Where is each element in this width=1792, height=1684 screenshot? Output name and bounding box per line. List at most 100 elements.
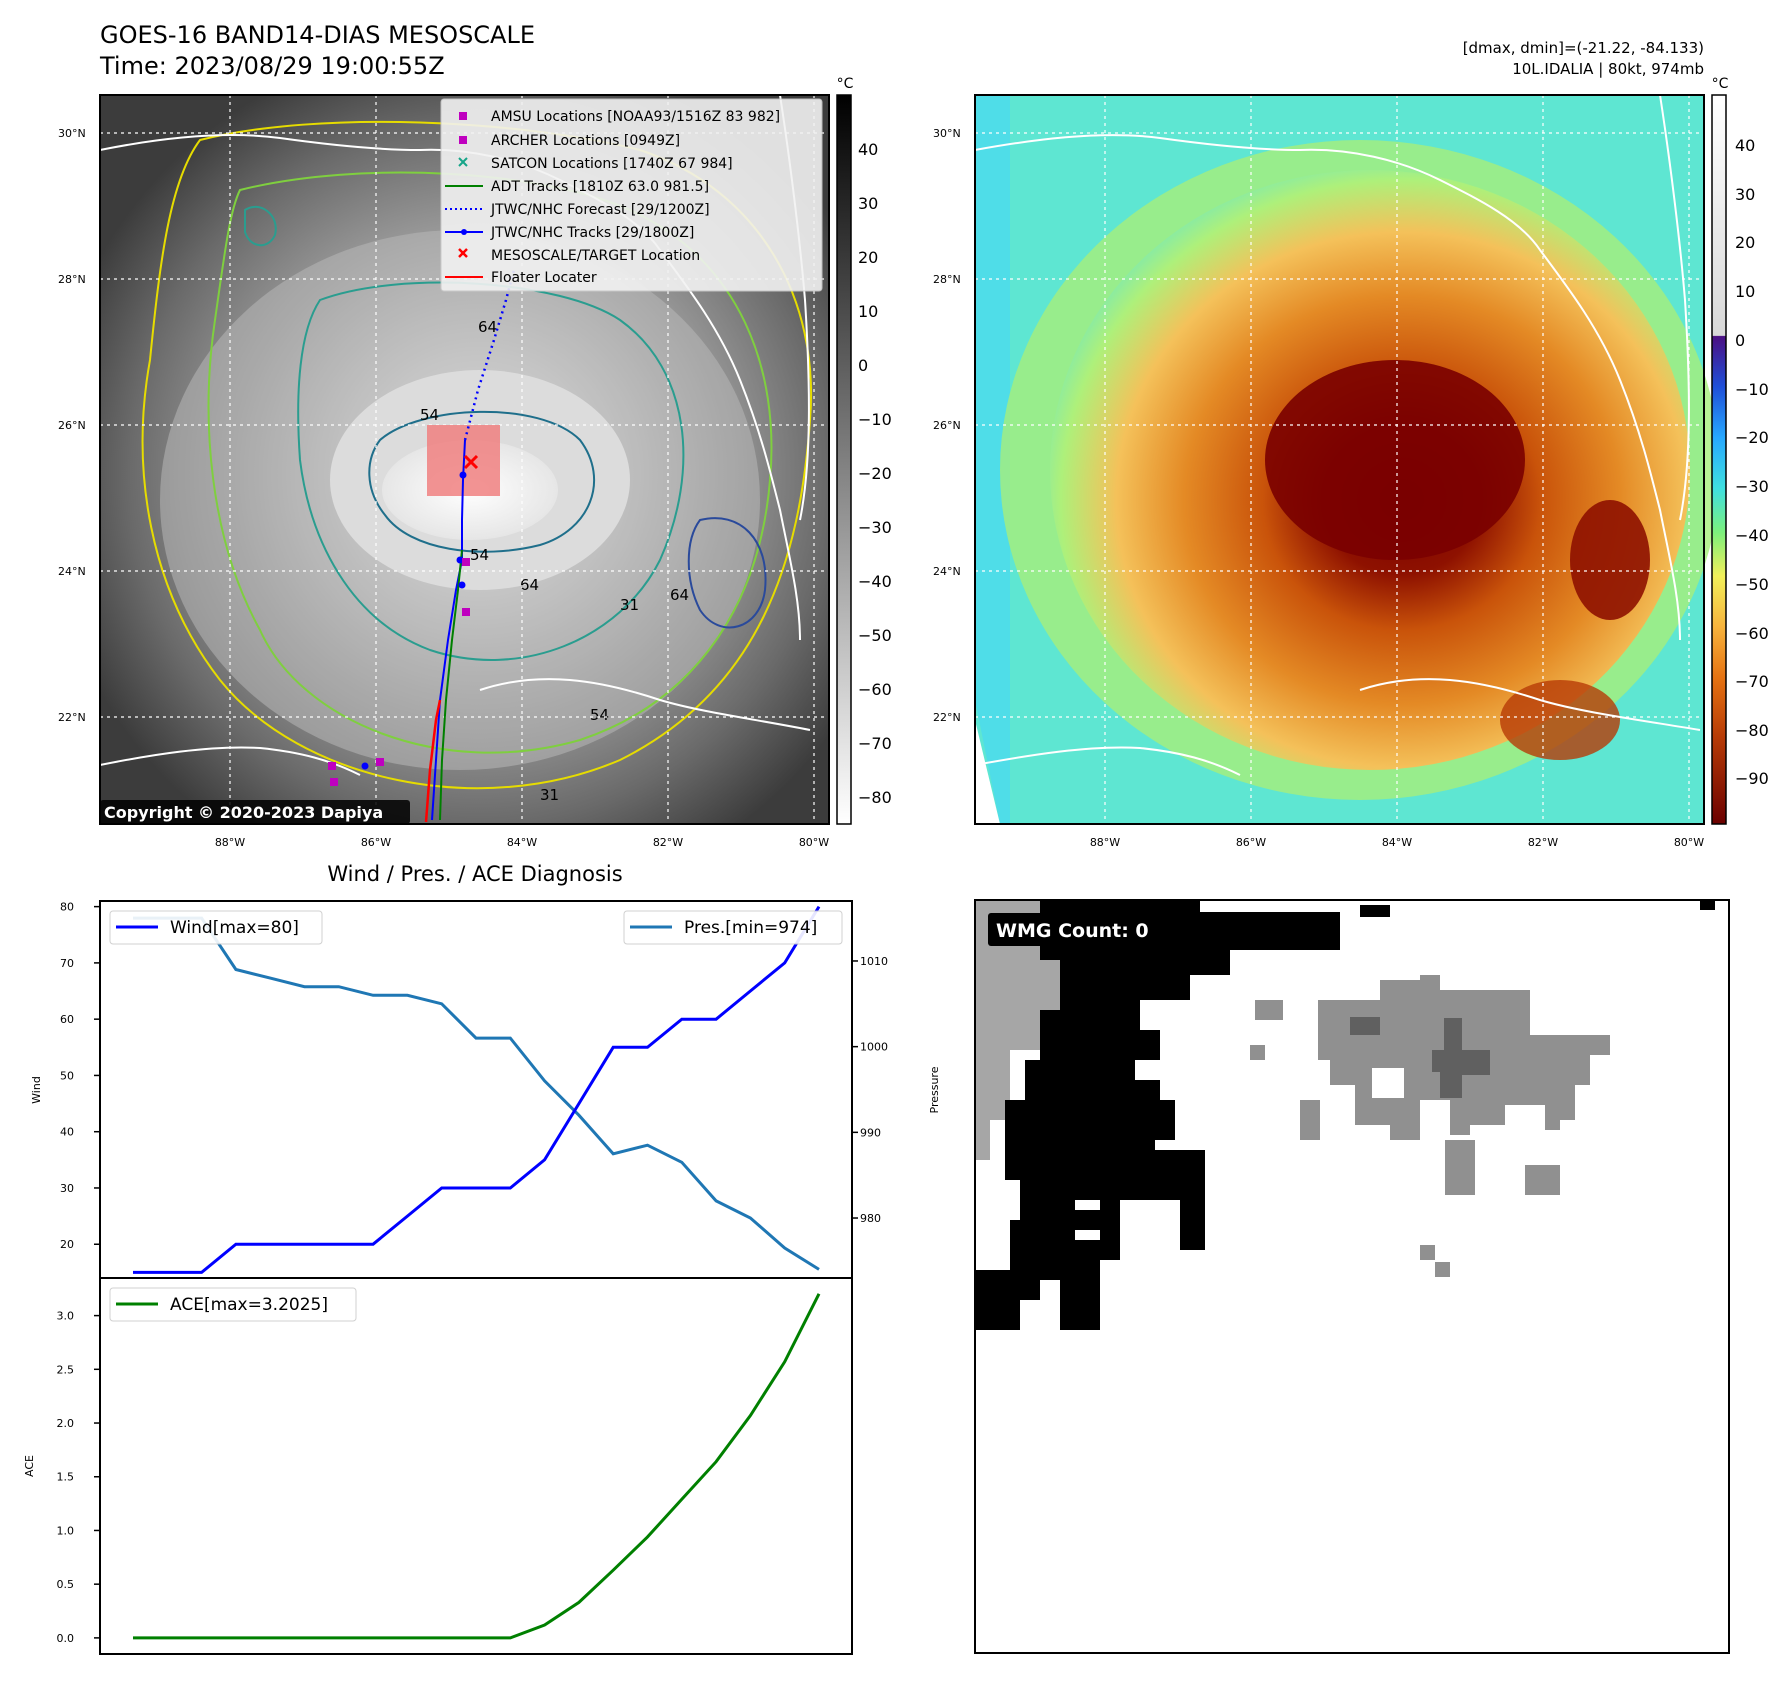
- color-east-cell: [1570, 500, 1650, 620]
- gray-tick: 0: [858, 356, 868, 375]
- target-x-marker: [463, 454, 479, 470]
- gray-tick: 20: [858, 248, 878, 267]
- coast-florida-east: [1659, 94, 1690, 521]
- wmg-frame: [974, 899, 1730, 1654]
- contour-blue: [368, 410, 596, 553]
- diagnosis-title: Wind / Pres. / ACE Diagnosis: [327, 862, 622, 886]
- ace-tick-label: 2.0: [57, 1417, 75, 1430]
- color-map-nodata: [975, 720, 1000, 824]
- color-south-band: [1500, 680, 1620, 760]
- coast-florida-gulf: [974, 134, 1681, 641]
- coast-cuba: [479, 678, 811, 731]
- lat-label: 24°N: [933, 565, 961, 578]
- contour-label: 64: [478, 318, 497, 336]
- color-lon-labels: 88°W 86°W 84°W 82°W 80°W: [1090, 836, 1704, 849]
- lon-label: 86°W: [1236, 836, 1266, 849]
- contour-label: 31: [620, 596, 639, 614]
- pressure-series-line: [133, 916, 820, 1271]
- lat-label: 26°N: [58, 419, 86, 432]
- legend-label: Floater Locater: [491, 270, 597, 286]
- pressure-y-ticks: 1010 1000 990 980: [852, 955, 888, 1225]
- ir-lon-labels: 88°W 86°W 84°W 82°W 80°W: [215, 836, 829, 849]
- wind-tick-label: 80: [60, 901, 74, 914]
- lon-label: 86°W: [361, 836, 391, 849]
- color-lat-labels: 30°N 28°N 26°N 24°N 22°N: [933, 127, 961, 724]
- wmg-panel: WMG Count: 0: [974, 899, 1730, 1654]
- pressure-legend-label: Pres.[min=974]: [684, 918, 817, 938]
- map-legend: AMSU Locations [NOAA93/1516Z 83 982] ARC…: [440, 98, 823, 292]
- wind-pressure-panel: Wind / Pres. / ACE Diagnosis Wind Pressu…: [30, 862, 941, 1279]
- ace-tick-label: 1.5: [57, 1471, 75, 1484]
- amsu-archer-points: [328, 558, 470, 786]
- color-coastlines: [974, 94, 1701, 776]
- lon-label: 84°W: [1382, 836, 1412, 849]
- contour-labels: 64 54 54 64 31 64 54 31: [420, 318, 689, 804]
- color-tick: 0: [1735, 331, 1745, 350]
- gray-tick: −40: [858, 572, 892, 591]
- pressure-axis-label: Pressure: [928, 1066, 941, 1113]
- pressure-tick-label: 1010: [860, 955, 888, 968]
- gray-colorbar: [836, 94, 852, 825]
- lon-label: 82°W: [653, 836, 683, 849]
- lat-label: 28°N: [933, 273, 961, 286]
- lat-label: 28°N: [58, 273, 86, 286]
- lat-label: 30°N: [933, 127, 961, 140]
- color-tick: −40: [1735, 526, 1769, 545]
- lon-label: 82°W: [1528, 836, 1558, 849]
- wind-series-line: [133, 905, 821, 1274]
- color-map-frame: [974, 94, 1705, 825]
- wind-legend: Wind[max=80]: [109, 910, 323, 945]
- ir-lat-labels: 30°N 28°N 26°N 24°N 22°N: [58, 127, 86, 724]
- contour-label: 64: [670, 586, 689, 604]
- ace-series-line: [133, 1293, 821, 1640]
- color-tick: −30: [1735, 477, 1769, 496]
- wmg-count-badge: [988, 913, 1174, 946]
- color-tick: −20: [1735, 428, 1769, 447]
- gray-tick: 40: [858, 140, 878, 159]
- ace-panel: ACE 3.0 2.5 2.0 1.5 1.0 0.5 0.0 ACE[max=3.2025…: [23, 1277, 853, 1655]
- ace-tick-label: 1.0: [57, 1524, 75, 1537]
- pressure-tick-label: 990: [860, 1126, 881, 1139]
- color-tick: −90: [1735, 769, 1769, 788]
- gray-tick: 10: [858, 302, 878, 321]
- lon-label: 84°W: [507, 836, 537, 849]
- contour-label: 54: [590, 706, 609, 724]
- contour-label: 31: [540, 786, 559, 804]
- ace-y-ticks: 3.0 2.5 2.0 1.5 1.0 0.5 0.0: [57, 1310, 100, 1645]
- gray-colorbar-ticks: 40 30 20 10 0 −10 −20 −30 −40 −50 −60 −7…: [858, 140, 892, 807]
- ace-legend: ACE[max=3.2025]: [109, 1287, 357, 1322]
- ace-tick-label: 0.5: [57, 1578, 75, 1591]
- lon-label: 80°W: [1674, 836, 1704, 849]
- dmax-dmin-label: [dmax, dmin]=(-21.22, -84.133): [1463, 39, 1704, 57]
- lat-label: 30°N: [58, 127, 86, 140]
- color-tick: −10: [1735, 380, 1769, 399]
- copyright-text: Copyright © 2020-2023 Dapiya: [104, 803, 383, 822]
- color-tick: 30: [1735, 185, 1755, 204]
- ace-legend-label: ACE[max=3.2025]: [170, 1295, 328, 1315]
- nhc-track-points: [361, 471, 467, 770]
- legend-label: AMSU Locations [NOAA93/1516Z 83 982]: [491, 109, 780, 125]
- lon-label: 88°W: [1090, 836, 1120, 849]
- wmg-count-label: WMG Count: 0: [996, 920, 1149, 942]
- color-tick: 20: [1735, 233, 1755, 252]
- wind-tick-label: 60: [60, 1013, 74, 1026]
- wind-legend-label: Wind[max=80]: [170, 918, 299, 938]
- color-tick: −60: [1735, 624, 1769, 643]
- lat-label: 22°N: [58, 711, 86, 724]
- color-tick: −70: [1735, 672, 1769, 691]
- legend-label: ADT Tracks [1810Z 63.0 981.5]: [491, 179, 709, 195]
- gray-tick: −50: [858, 626, 892, 645]
- contour-label: 54: [470, 546, 489, 564]
- ir-map-frame: [99, 94, 830, 825]
- ace-frame: [99, 1277, 853, 1655]
- contour-east-blob: [687, 517, 767, 629]
- contour-nw-blob: [244, 205, 277, 247]
- wind-tick-label: 40: [60, 1126, 74, 1139]
- wind-tick-label: 70: [60, 957, 74, 970]
- wind-tick-label: 30: [60, 1182, 74, 1195]
- gray-colorbar-unit: °C: [837, 76, 854, 92]
- legend-label: SATCON Locations [1740Z 67 984]: [491, 156, 733, 172]
- wind-tick-label: 50: [60, 1069, 74, 1082]
- gray-tick: 30: [858, 194, 878, 213]
- gray-tick: −80: [858, 788, 892, 807]
